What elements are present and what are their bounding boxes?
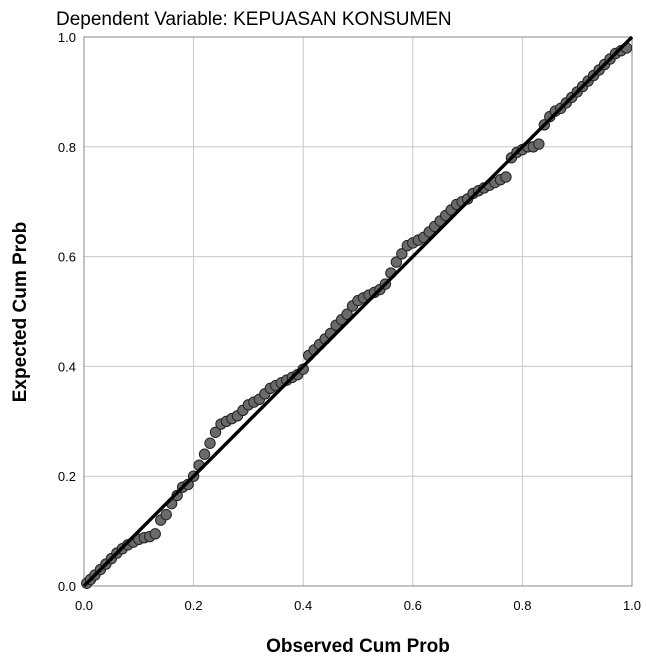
data-point <box>390 256 403 268</box>
data-point <box>149 528 161 540</box>
data-point <box>160 508 172 521</box>
data-point <box>396 248 408 260</box>
data-point <box>198 448 211 460</box>
x-tick-label: 0.8 <box>513 598 531 613</box>
data-point <box>171 489 183 502</box>
data-point <box>182 478 194 491</box>
y-tick-label: 0.0 <box>58 579 76 594</box>
y-tick-label: 0.4 <box>58 359 76 374</box>
x-tick-label: 0.6 <box>404 598 422 613</box>
x-tick-label: 0.2 <box>185 598 203 613</box>
y-tick-label: 0.6 <box>58 250 76 265</box>
y-tick-label: 0.2 <box>58 469 76 484</box>
x-tick-label: 0.0 <box>75 598 93 613</box>
y-tick-label: 0.8 <box>58 140 76 155</box>
data-point <box>500 171 512 183</box>
y-axis: 0.0 0.2 0.4 0.6 0.8 1.0 <box>58 30 76 594</box>
y-axis-label: Expected Cum Prob <box>10 222 31 403</box>
reference-line <box>82 35 634 588</box>
grid <box>84 37 632 586</box>
plot-frame <box>83 36 633 587</box>
data-point <box>341 308 353 320</box>
chart-title: Dependent Variable: KEPUASAN KONSUMEN <box>56 9 452 30</box>
x-axis: 0.0 0.2 0.4 0.6 0.8 1.0 <box>75 598 641 613</box>
data-point <box>204 437 216 449</box>
data-point <box>297 363 309 375</box>
x-tick-label: 0.4 <box>294 598 312 613</box>
y-tick-label: 1.0 <box>58 30 76 45</box>
data-point <box>533 138 545 150</box>
x-tick-label: 1.0 <box>623 598 641 613</box>
x-axis-label: Observed Cum Prob <box>266 636 450 657</box>
data-point <box>209 426 222 438</box>
